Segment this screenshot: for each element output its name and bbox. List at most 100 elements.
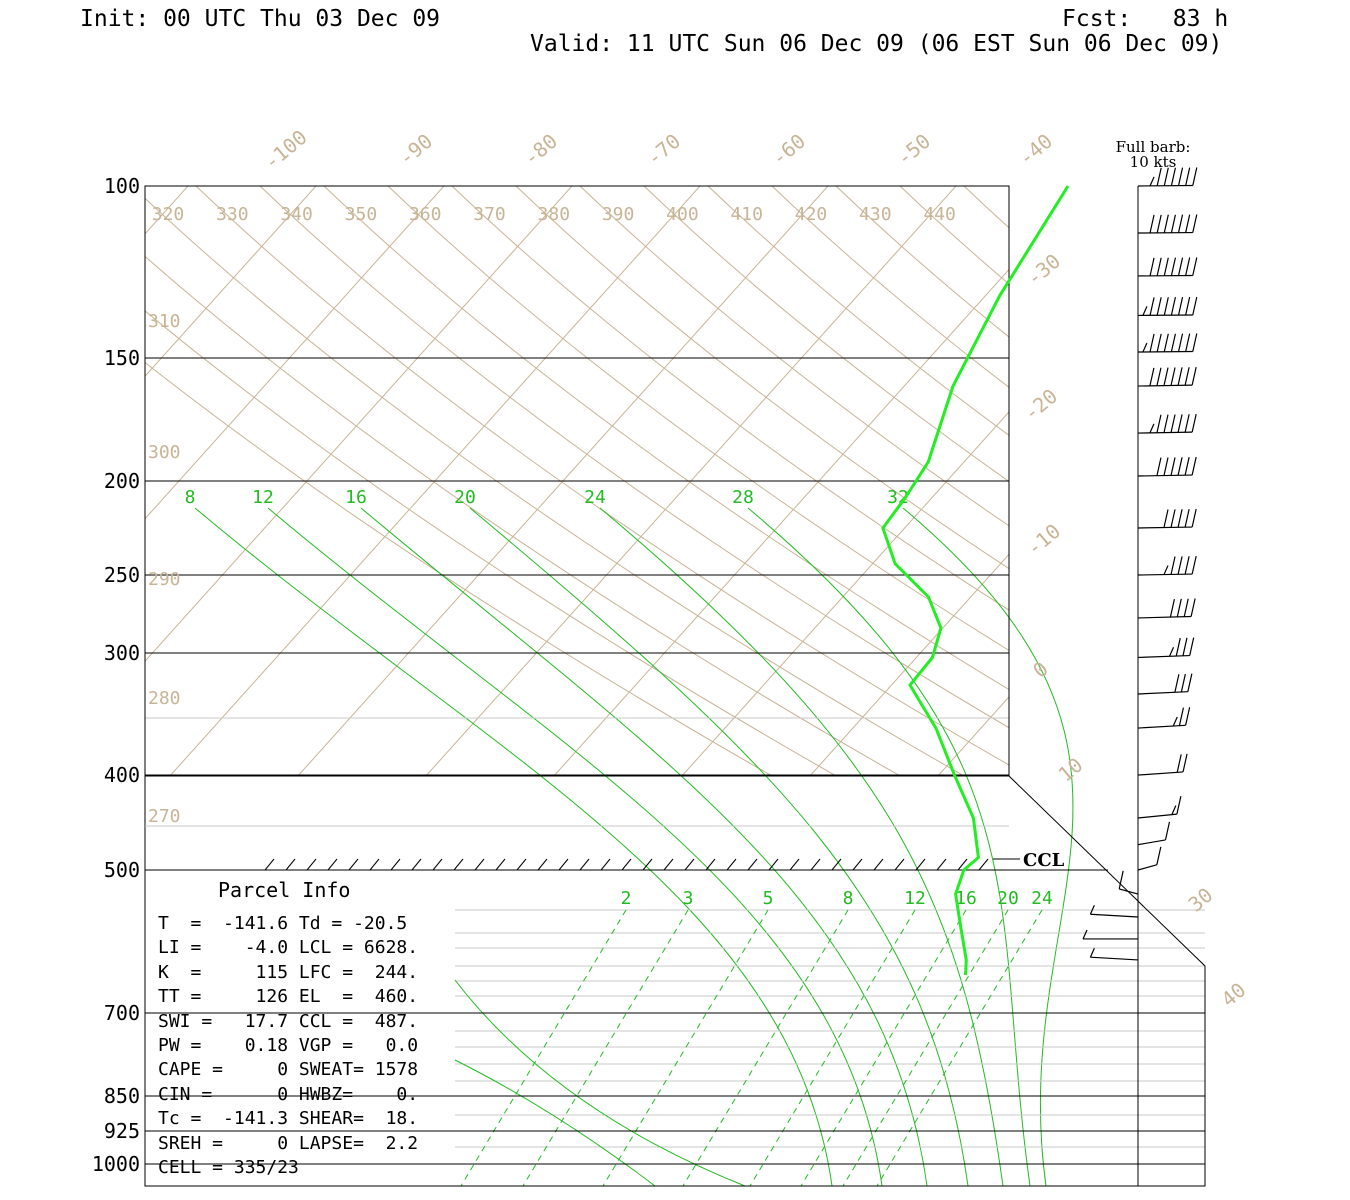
wind-barb xyxy=(1089,905,1139,918)
barb-flag xyxy=(1177,556,1183,575)
hatch-mark xyxy=(768,858,779,871)
barb-flag xyxy=(1170,297,1177,316)
mixing-ratio-label: 20 xyxy=(454,487,476,508)
mixing-ratio-dashed xyxy=(522,909,689,1186)
isotherm-line xyxy=(937,696,1009,776)
mixing-ratio-lines xyxy=(194,507,1074,1187)
mixing-ratio-dashed xyxy=(800,909,967,1186)
wind-barbs xyxy=(1082,167,1198,961)
hatch-mark xyxy=(495,858,506,871)
barb-flag xyxy=(1191,413,1197,433)
barb-flag xyxy=(1182,637,1188,656)
barb-flag xyxy=(1149,297,1155,316)
barb-shaft xyxy=(1137,615,1192,619)
theta-label: 420 xyxy=(795,204,828,225)
barb-flag xyxy=(1191,456,1197,476)
barb-flag xyxy=(1185,214,1191,233)
parcel-info-table: T = -141.6 Td = -20.5 LI = -4.0 LCL = 662… xyxy=(158,912,418,1180)
barb-flag xyxy=(1183,598,1189,617)
wind-barb xyxy=(1089,947,1139,961)
init-time: Init: 00 UTC Thu 03 Dec 09 xyxy=(80,6,441,32)
barb-flag xyxy=(1192,257,1198,276)
hatch-mark xyxy=(285,858,296,871)
barb-flag xyxy=(1191,555,1197,575)
hatch-mark xyxy=(852,858,863,871)
temperature-line xyxy=(881,185,1070,976)
mixing-ratio-label: 8 xyxy=(185,487,196,508)
barb-flag xyxy=(1185,257,1191,276)
barb-flag xyxy=(1163,333,1169,352)
barb-flag xyxy=(1170,257,1177,276)
hatch-mark xyxy=(558,858,569,871)
parcel-row: SREH = 0 LAPSE= 2.2 xyxy=(158,1132,419,1154)
theta-label: 370 xyxy=(473,204,506,225)
hatch-mark xyxy=(789,858,800,871)
theta-label: 300 xyxy=(148,442,181,463)
dry-adiabat xyxy=(145,197,966,776)
mixing-ratio-curve xyxy=(747,507,1031,1187)
hatch-mark xyxy=(978,858,989,871)
theta-label: 290 xyxy=(148,569,181,590)
barb-flag xyxy=(1192,296,1198,316)
hatch-mark xyxy=(600,858,611,871)
barb-flag xyxy=(1170,414,1176,433)
barb-flag xyxy=(1089,947,1095,958)
mixing-ratio-label: 8 xyxy=(843,888,854,909)
theta-label: 430 xyxy=(859,204,892,225)
barb-flag xyxy=(1163,297,1169,316)
barb-flag xyxy=(1163,509,1169,528)
hatch-mark xyxy=(537,858,548,871)
hatch-mark xyxy=(621,858,632,871)
isotherm-lines xyxy=(0,186,1009,876)
mixing-ratio-dashed xyxy=(460,909,627,1186)
theta-label: 340 xyxy=(280,204,313,225)
parcel-row: SWI = 17.7 CCL = 487. xyxy=(158,1010,419,1032)
barb-flag xyxy=(1185,707,1191,726)
barb-flag xyxy=(1176,795,1182,815)
isotherm-label: 40 xyxy=(1217,978,1251,1012)
pressure-label: 200 xyxy=(104,469,140,493)
mixing-ratio-label: 16 xyxy=(345,487,367,508)
hatch-mark xyxy=(873,858,884,871)
mixing-ratio-label: 16 xyxy=(955,888,977,909)
wind-barb xyxy=(1137,846,1162,871)
mixing-ratio-curve xyxy=(469,507,969,1187)
barb-flag xyxy=(1149,423,1155,434)
barb-flag xyxy=(1177,509,1183,528)
barb-shaft xyxy=(1137,526,1193,529)
pressure-label: 150 xyxy=(104,346,140,370)
hatch-mark xyxy=(579,858,590,871)
isotherm-line xyxy=(0,186,60,876)
dry-adiabat xyxy=(515,186,1009,570)
barb-flag xyxy=(1163,257,1169,276)
barb-flag xyxy=(1156,257,1162,276)
pressure-label: 700 xyxy=(104,1001,140,1025)
hatch-mark xyxy=(390,858,401,871)
mixing-ratio-curve xyxy=(902,507,1074,1187)
hatch-mark xyxy=(348,858,359,871)
theta-label: 390 xyxy=(602,204,635,225)
hatch-mark xyxy=(957,858,968,871)
hatch-mark xyxy=(327,858,338,871)
barb-shaft xyxy=(1137,839,1166,846)
barb-flag xyxy=(1149,176,1155,187)
barb-shaft xyxy=(1119,888,1139,895)
dry-adiabat xyxy=(771,186,1009,388)
valid-time: Valid: 11 UTC Sun 06 Dec 09 (06 EST Sun … xyxy=(530,31,1223,57)
barb-flag xyxy=(1177,333,1184,352)
barb-flag xyxy=(1185,333,1191,352)
theta-label: 380 xyxy=(538,204,571,225)
isotherm-line xyxy=(297,186,829,776)
hatch-mark xyxy=(432,858,443,871)
isotherm-label: -30 xyxy=(1022,249,1065,291)
theta-label: 400 xyxy=(666,204,699,225)
dry-adiabat xyxy=(145,310,838,776)
hatch-mark xyxy=(705,858,716,871)
hatch-mark xyxy=(453,858,464,871)
isotherm-label: 0 xyxy=(1028,657,1053,683)
temperature-profile xyxy=(881,185,1070,976)
hatch-mark xyxy=(810,858,821,871)
barb-flag xyxy=(1185,167,1191,186)
barb-flag xyxy=(1118,870,1124,890)
barb-flag xyxy=(1180,673,1186,693)
